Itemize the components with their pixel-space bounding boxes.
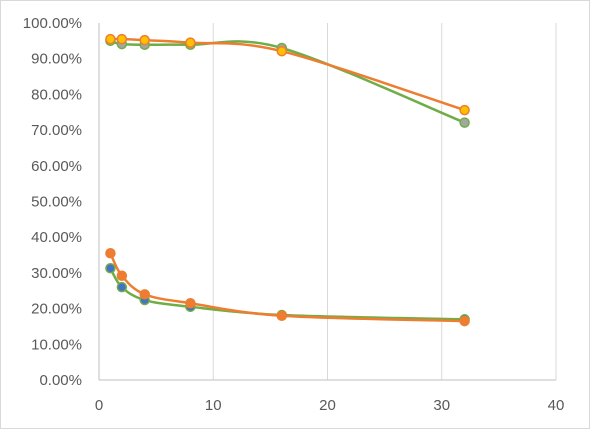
- y-tick-label: 50.00%: [31, 194, 82, 211]
- y-tick-label: 10.00%: [31, 336, 82, 353]
- series-4-point: [276, 310, 288, 321]
- series-4-point: [459, 315, 470, 327]
- series-3-line: [109, 267, 465, 321]
- series-2-point: [459, 104, 470, 116]
- series-3-point: [116, 281, 128, 293]
- x-tick-label: 40: [548, 397, 565, 414]
- series-4-line: [109, 252, 465, 323]
- y-axis-tick-labels: 0.00% 10.00% 20.00% 30.00% 40.00% 50.00% 60.00…: [23, 15, 82, 389]
- series-2-point: [116, 33, 128, 45]
- series-2-point: [185, 37, 196, 48]
- x-axis-tick-labels: 0 10 20 30 40: [95, 397, 565, 414]
- series-3-point: [105, 263, 116, 274]
- x-tick-label: 0: [95, 397, 103, 414]
- x-tick-label: 10: [205, 397, 222, 414]
- y-tick-label: 80.00%: [31, 86, 82, 103]
- y-tick-label: 60.00%: [31, 158, 82, 175]
- x-tick-label: 30: [433, 397, 450, 414]
- y-tick-label: 0.00%: [39, 372, 82, 389]
- y-tick-label: 70.00%: [31, 122, 82, 139]
- grid-lines: [212, 23, 557, 380]
- series-group: [105, 33, 470, 327]
- x-tick-label: 20: [319, 397, 336, 414]
- series-2-point: [276, 45, 288, 57]
- series-4-point: [116, 270, 128, 282]
- y-tick-label: 40.00%: [31, 229, 82, 246]
- y-tick-label: 90.00%: [31, 51, 82, 68]
- y-tick-label: 100.00%: [23, 15, 82, 32]
- y-tick-label: 30.00%: [31, 265, 82, 282]
- series-2-point: [105, 33, 116, 45]
- series-4-point: [139, 289, 150, 300]
- axes: [98, 23, 556, 381]
- series-4-point: [185, 297, 196, 309]
- series-4-point: [105, 248, 116, 259]
- series-1-point: [459, 117, 470, 128]
- series-2-point: [139, 34, 150, 46]
- y-tick-label: 20.00%: [31, 301, 82, 318]
